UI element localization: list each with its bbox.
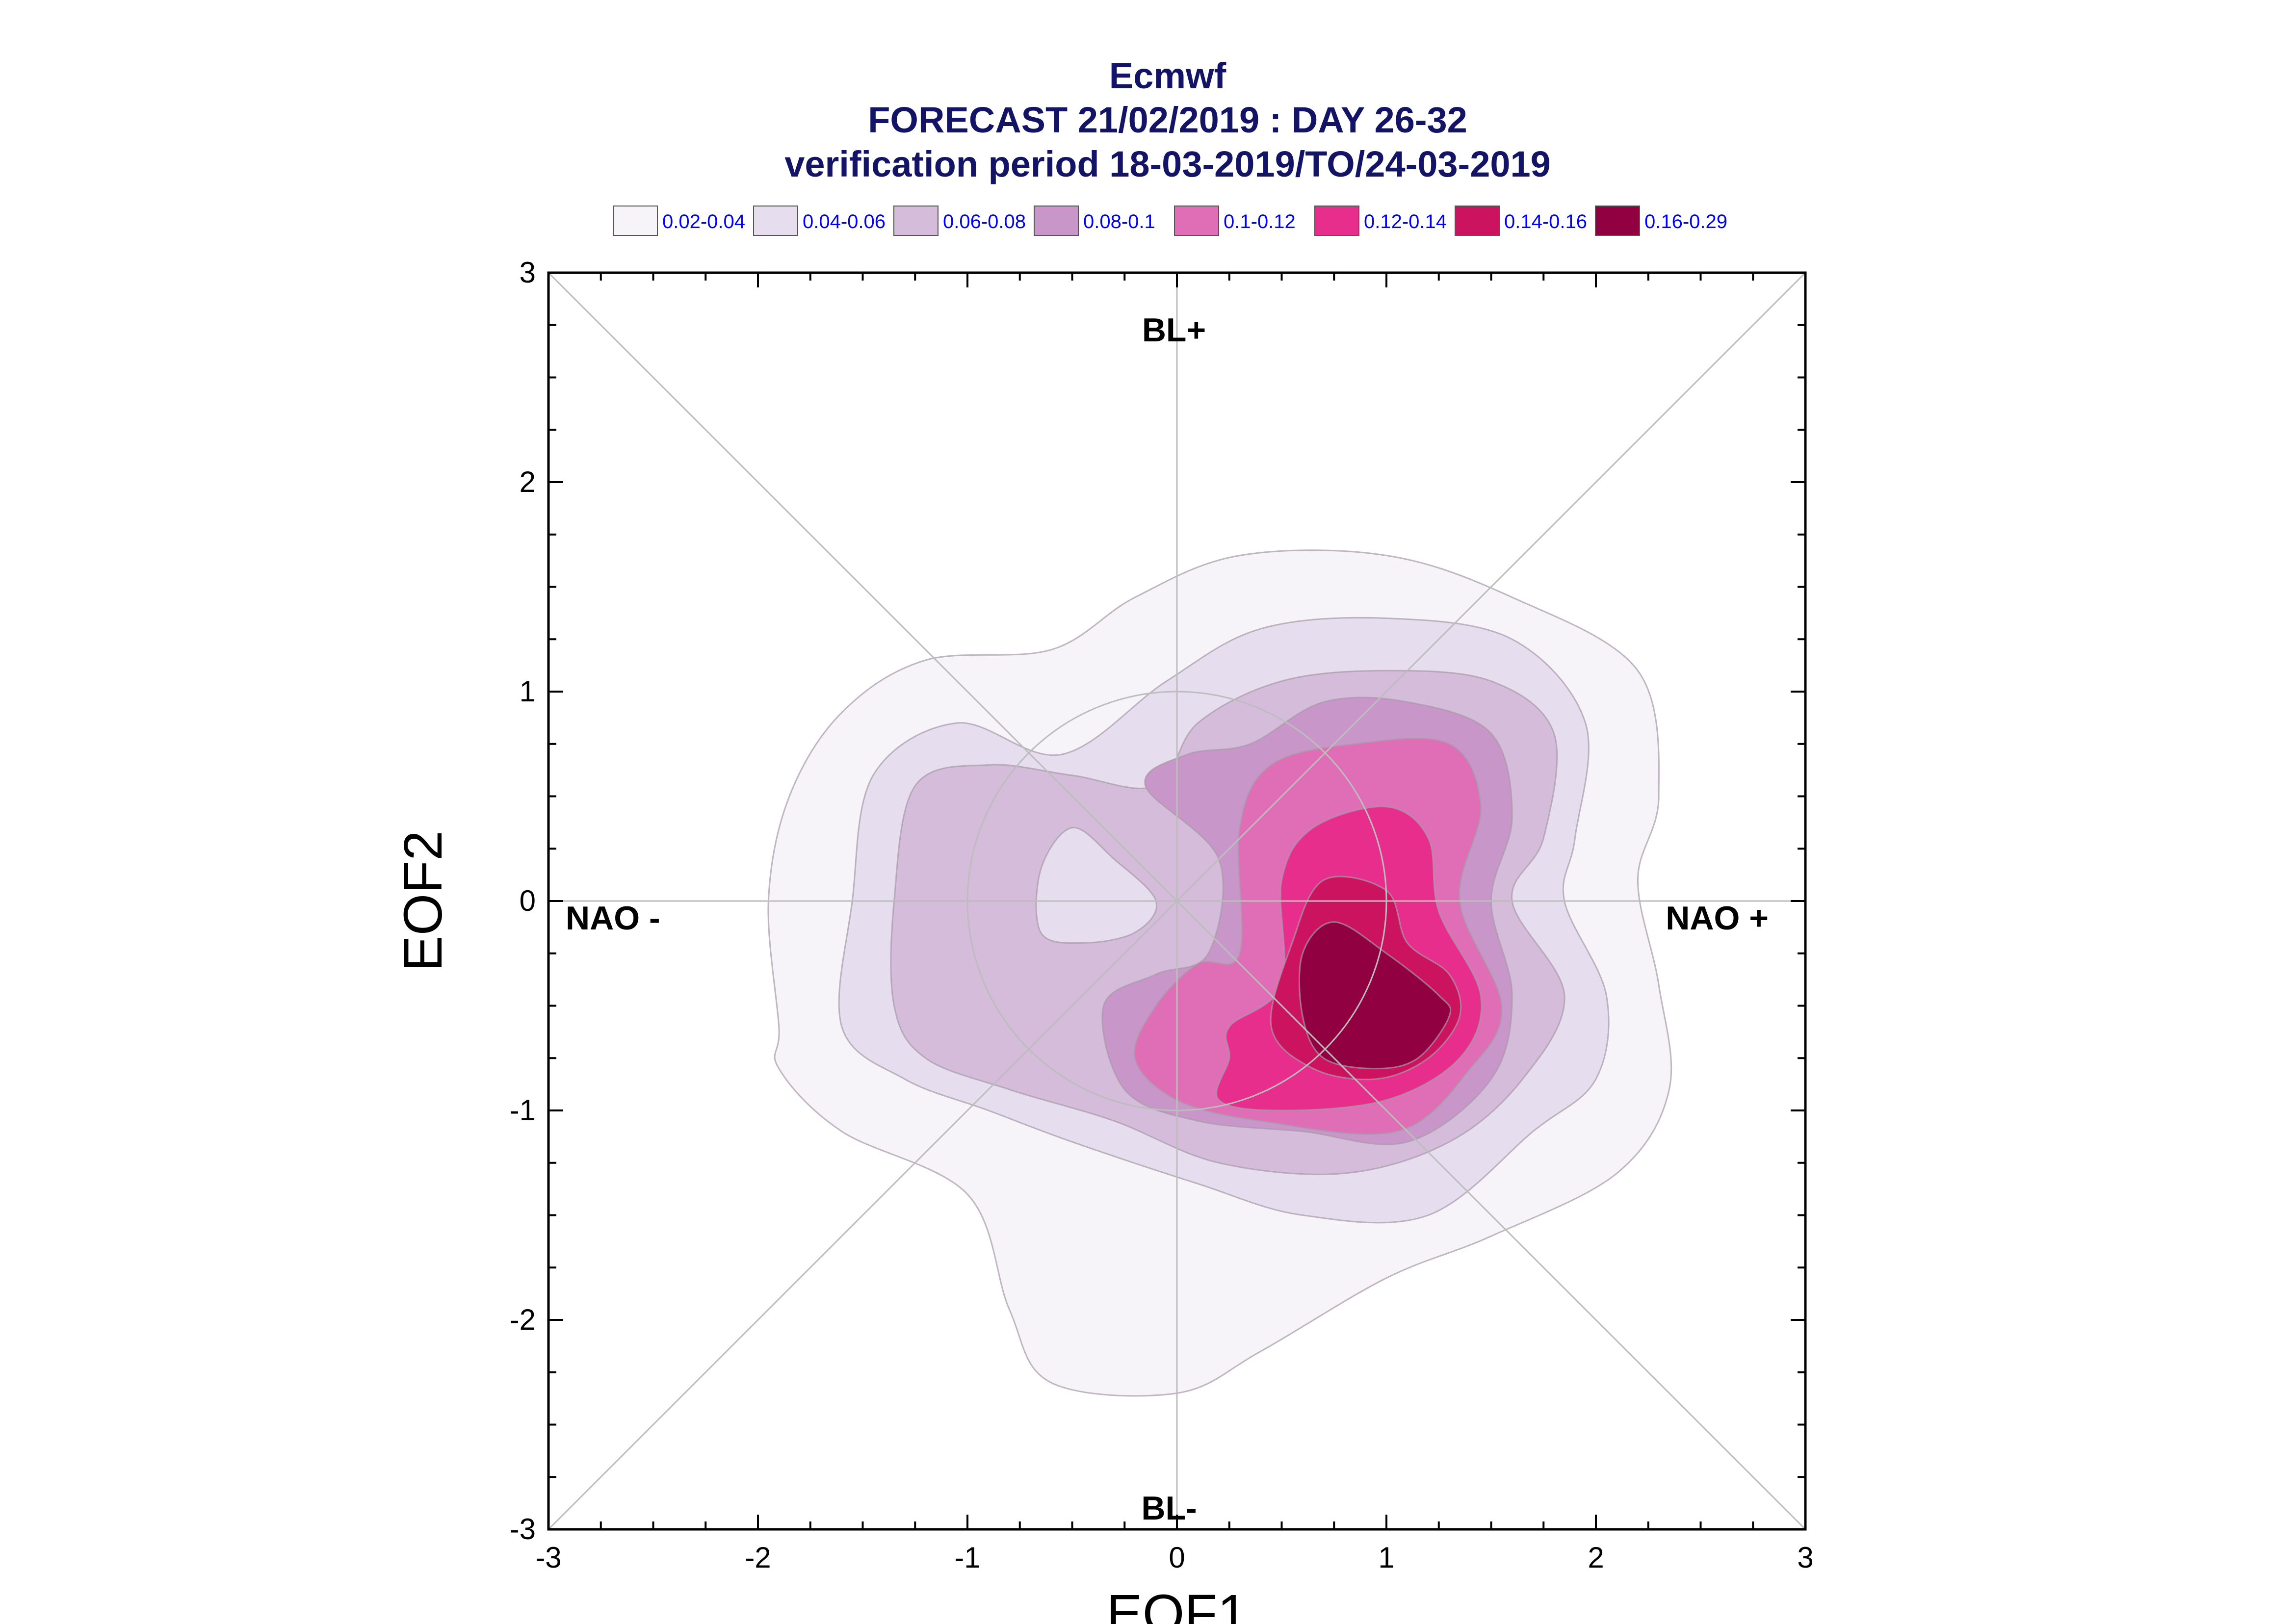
legend-label: 0.04-0.06 bbox=[803, 211, 886, 232]
regime-labels: BL+ BL- NAO - NAO + bbox=[566, 311, 1769, 1527]
regime-label-nao-minus: NAO - bbox=[566, 900, 660, 937]
legend-label: 0.12-0.14 bbox=[1364, 211, 1447, 232]
x-tick-label: 2 bbox=[1588, 1541, 1604, 1574]
x-tick-label: -3 bbox=[535, 1541, 561, 1574]
legend-swatch bbox=[1595, 206, 1640, 236]
axis-ticks bbox=[548, 272, 1806, 1530]
y-tick-label: -2 bbox=[510, 1303, 536, 1336]
legend-label: 0.16-0.29 bbox=[1644, 211, 1727, 232]
title-line-3: verification period 18-03-2019/TO/24-03-… bbox=[784, 144, 1551, 184]
y-tick-label: 1 bbox=[520, 675, 536, 708]
legend-swatch bbox=[753, 206, 798, 236]
legend-label: 0.1-0.12 bbox=[1224, 211, 1296, 232]
title-line-2: FORECAST 21/02/2019 : DAY 26-32 bbox=[868, 100, 1467, 140]
tick-labels: -3 -2 -1 0 1 2 3 -3 -2 -1 0 1 2 3 bbox=[510, 256, 1814, 1574]
legend-label: 0.02-0.04 bbox=[662, 211, 745, 232]
legend-swatch bbox=[1174, 206, 1219, 236]
y-tick-label: 2 bbox=[520, 465, 536, 498]
y-tick-label: -3 bbox=[510, 1513, 536, 1546]
title-line-1: Ecmwf bbox=[1109, 55, 1226, 96]
regime-label-bl-plus: BL+ bbox=[1142, 311, 1206, 349]
contour-level-8 bbox=[1298, 921, 1452, 1070]
x-tick-label: 3 bbox=[1797, 1541, 1813, 1574]
legend-swatch bbox=[613, 206, 658, 236]
regime-label-bl-minus: BL- bbox=[1141, 1490, 1197, 1527]
x-tick-label: -1 bbox=[954, 1541, 980, 1574]
density-contours bbox=[767, 549, 1672, 1397]
legend-swatch bbox=[1034, 206, 1079, 236]
y-axis-title: EOF2 bbox=[393, 830, 453, 971]
x-axis-title: EOF1 bbox=[1106, 1584, 1247, 1624]
y-tick-label: 0 bbox=[520, 884, 536, 917]
chart-title: Ecmwf FORECAST 21/02/2019 : DAY 26-32 ve… bbox=[784, 55, 1551, 184]
legend-label: 0.08-0.1 bbox=[1083, 211, 1155, 232]
reference-guides bbox=[548, 272, 1806, 1530]
legend-swatch bbox=[1314, 206, 1359, 236]
y-tick-label: 3 bbox=[520, 256, 536, 289]
legend-label: 0.06-0.08 bbox=[943, 211, 1026, 232]
legend-swatch bbox=[1455, 206, 1500, 236]
legend-label: 0.14-0.16 bbox=[1504, 211, 1587, 232]
contour-hole bbox=[1035, 826, 1157, 944]
legend: 0.02-0.04 0.04-0.06 0.06-0.08 0.08-0.1 0.1-0… bbox=[613, 206, 1727, 236]
x-tick-label: 1 bbox=[1378, 1541, 1394, 1574]
x-tick-label: -2 bbox=[745, 1541, 771, 1574]
y-tick-label: -1 bbox=[510, 1094, 536, 1127]
x-tick-label: 0 bbox=[1169, 1541, 1185, 1574]
legend-swatch bbox=[893, 206, 939, 236]
regime-label-nao-plus: NAO + bbox=[1666, 900, 1769, 937]
plot-area bbox=[547, 271, 1807, 1531]
reference-circle bbox=[966, 691, 1387, 1111]
